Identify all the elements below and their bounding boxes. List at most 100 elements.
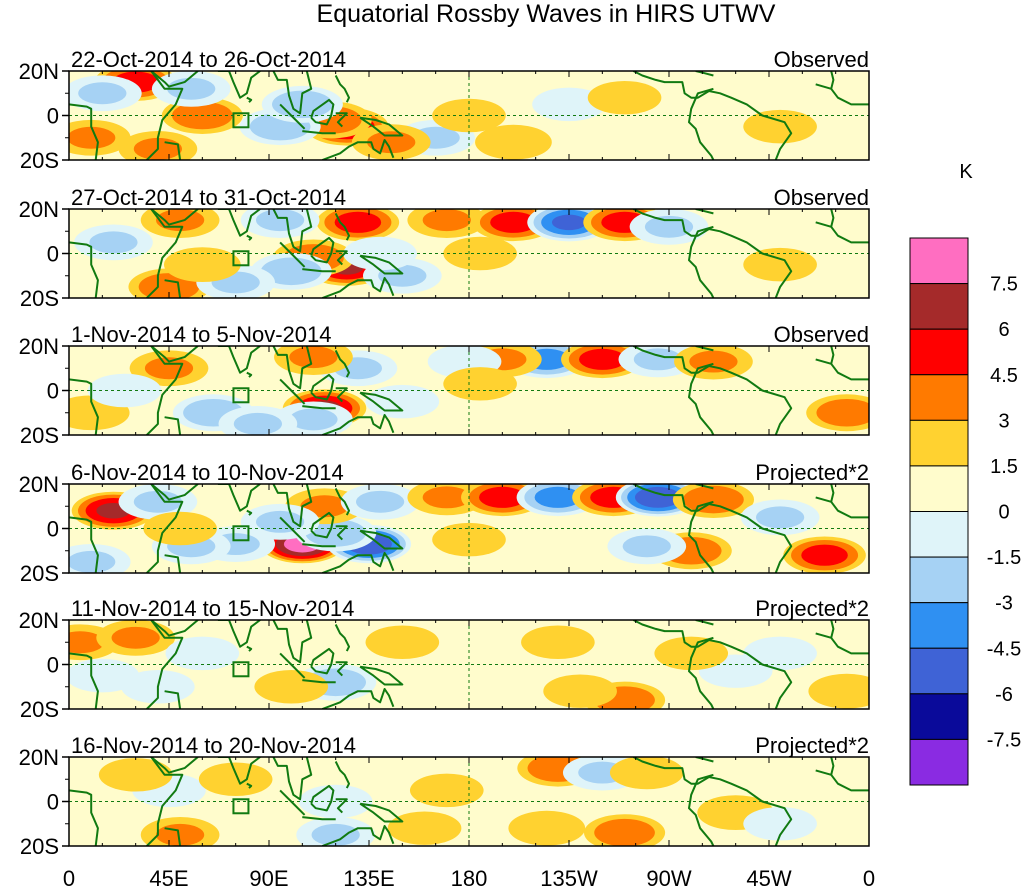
coastline xyxy=(164,554,182,573)
contour-level xyxy=(305,519,366,547)
panel-date-range: 22-Oct-2014 to 26-Oct-2014 xyxy=(71,47,346,72)
coastline xyxy=(164,279,182,298)
coastline xyxy=(146,346,184,435)
anomaly-blob-9 xyxy=(475,124,552,160)
contour-level xyxy=(334,211,382,233)
coastline xyxy=(302,405,336,410)
coastline xyxy=(359,391,404,412)
lon-tick-label: 0 xyxy=(863,866,875,890)
contour-level xyxy=(587,80,662,115)
coastline xyxy=(272,209,313,253)
coastline xyxy=(150,209,199,226)
panel-2: 20N 0 20S 27-Oct-2014 to 31-Oct-2014 Observe… xyxy=(19,185,870,311)
region-box xyxy=(232,112,250,129)
lon-tick-label: 90W xyxy=(646,866,691,890)
coastline xyxy=(830,620,835,639)
contour-level xyxy=(365,384,440,419)
anomaly-blob-13 xyxy=(387,811,462,845)
coastline xyxy=(334,487,350,516)
coastline xyxy=(321,552,395,573)
coastline xyxy=(830,484,835,503)
contour-level xyxy=(475,124,552,160)
coastline xyxy=(310,511,335,539)
coastline xyxy=(815,83,869,106)
coastline xyxy=(688,773,715,846)
coastline xyxy=(217,620,261,648)
colorbar-label: 3 xyxy=(998,410,1009,432)
coastline xyxy=(688,225,715,298)
anomaly-blob-11 xyxy=(532,87,606,122)
coastline xyxy=(69,516,99,573)
anomaly-blob-6 xyxy=(254,670,329,704)
anomaly-blob-8 xyxy=(543,674,617,708)
region-box xyxy=(232,387,250,404)
colorbar-swatch xyxy=(909,511,969,558)
panel-1: 20N 0 20S 22-Oct-2014 to 26-Oct-2014 Observe… xyxy=(19,47,870,173)
lat-tick-label: 20S xyxy=(20,423,59,448)
lat-tick-label: 0 xyxy=(47,790,59,815)
contour-level xyxy=(165,636,240,671)
anomaly-blob-19 xyxy=(743,247,817,282)
coastline xyxy=(688,636,715,709)
contour-level xyxy=(622,535,671,558)
colorbar-swatch xyxy=(909,465,969,512)
contour-level xyxy=(311,823,360,846)
lat-tick-label: 0 xyxy=(47,653,59,678)
colorbar-label: -4.5 xyxy=(987,638,1021,660)
coastline xyxy=(359,665,404,686)
lat-tick-label: 20N xyxy=(19,745,59,770)
contour-level xyxy=(808,673,869,709)
panel-label: Projected*2 xyxy=(755,460,869,485)
region-box xyxy=(232,798,250,815)
anomaly-blob-13 xyxy=(743,636,817,671)
contour-level xyxy=(422,209,471,232)
lat-tick-label: 20S xyxy=(20,697,59,722)
coastline xyxy=(334,349,350,378)
contour-level xyxy=(644,215,694,238)
anomaly-blob-15 xyxy=(163,247,241,283)
lat-tick-label: 20S xyxy=(20,834,59,859)
coastlines xyxy=(69,484,869,573)
contour-level xyxy=(422,486,471,509)
coastline xyxy=(830,346,835,365)
anomaly-blob-9 xyxy=(274,346,353,376)
coastline xyxy=(321,688,395,709)
coastlines xyxy=(69,620,869,709)
panel-date-range: 6-Nov-2014 to 10-Nov-2014 xyxy=(71,460,344,485)
contour-level xyxy=(365,625,440,659)
coastline xyxy=(310,373,335,401)
coastlines xyxy=(69,209,869,298)
anomaly-blob-15 xyxy=(808,673,869,709)
anomaly-blob-8 xyxy=(250,252,332,290)
contour-level xyxy=(551,214,587,231)
anomaly-blob-11 xyxy=(365,625,440,659)
coastline xyxy=(815,496,869,519)
colorbar-swatch xyxy=(909,602,969,649)
lat-tick-label: 20N xyxy=(19,608,59,633)
contour-level xyxy=(163,247,241,283)
x-tick-labels: 0 45E 90E 135E 180 135W 90W 45W 0 xyxy=(63,866,875,890)
colorbar-label: 7.5 xyxy=(990,274,1018,296)
contour-level xyxy=(532,87,606,122)
coastline xyxy=(830,757,835,776)
coastline xyxy=(272,71,313,115)
coastline xyxy=(272,346,313,390)
contour-level xyxy=(356,490,405,513)
coastline xyxy=(217,484,261,512)
colorbar-label: 6 xyxy=(998,319,1009,341)
contour-level xyxy=(69,631,105,654)
coastline xyxy=(217,346,261,374)
coastline xyxy=(321,414,395,435)
coastline xyxy=(815,358,869,381)
coastline xyxy=(146,71,184,160)
coastline xyxy=(359,116,404,137)
coastline xyxy=(321,139,395,160)
panel-4: 20N 0 20S 6-Nov-2014 to 10-Nov-2014 Projecte… xyxy=(19,460,870,586)
panel-3: 20N 0 20S 1-Nov-2014 to 5-Nov-2014 Observed xyxy=(19,322,870,448)
contour-level xyxy=(254,670,329,704)
coastline xyxy=(335,798,348,814)
coastline xyxy=(310,784,335,812)
colorbar-label: -6 xyxy=(995,684,1013,706)
contour-level xyxy=(387,811,462,845)
anomaly-blob-10 xyxy=(165,636,240,671)
